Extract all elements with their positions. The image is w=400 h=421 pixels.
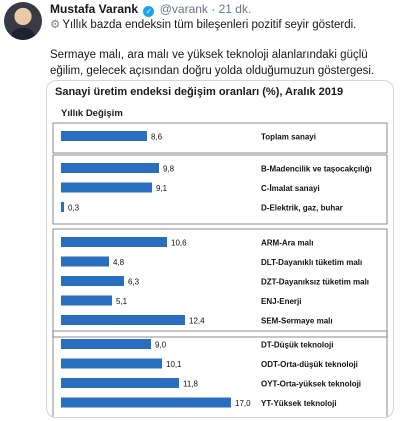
bar: [61, 295, 112, 306]
gear-icon: ⚙: [50, 19, 61, 31]
category-label: DT-Düşük teknoloji: [261, 341, 333, 350]
category-label: DLT-Dayanıklı tüketim malı: [261, 258, 362, 267]
bar-value-label: 8,6: [151, 133, 163, 142]
avatar[interactable]: [4, 2, 42, 40]
category-label: YT-Yüksek teknoloji: [261, 399, 337, 408]
bar: [61, 163, 159, 173]
bar-value-label: 9,8: [163, 165, 175, 174]
category-label: C-İmalat sanayi: [261, 184, 320, 193]
group-frame: [52, 154, 388, 225]
bar-value-label: 11,8: [183, 380, 199, 389]
bar: [61, 378, 179, 388]
bar: [61, 256, 109, 267]
category-label: B-Madencilik ve taşocakçılığı: [261, 165, 372, 174]
bar-chart: 8,6 Toplam sanayi 9,8 B-Madencilik ve taşoc…: [52, 122, 388, 417]
author-name[interactable]: Mustafa Varank: [50, 2, 139, 16]
category-label: ARM-Ara malı: [261, 239, 313, 248]
tweet-line-1-text: Yıllık bazda endeksin tüm bileşenleri po…: [62, 19, 357, 31]
category-label: DZT-Dayanıksız tüketim malı: [261, 278, 369, 287]
author-handle[interactable]: @varank: [159, 2, 208, 16]
chart-ylabel: Yıllık Değişim: [61, 108, 123, 119]
tweet-time[interactable]: 21 dk.: [218, 2, 252, 16]
bar: [61, 202, 64, 212]
category-label: OYT-Orta-yüksek teknoloji: [261, 380, 361, 389]
tweet-header: Mustafa Varank ✓ @varank · 21 dk.: [50, 2, 251, 17]
bar-value-label: 10,1: [166, 360, 182, 369]
bar-value-label: 12,4: [189, 317, 205, 326]
bar: [61, 131, 147, 141]
bar-value-label: 4,8: [113, 258, 125, 267]
bar: [61, 339, 151, 349]
group-frame: [52, 122, 388, 154]
tweet-text: ⚙ Yıllık bazda endeksin tüm bileşenleri p…: [50, 17, 392, 79]
separator-dot: ·: [211, 2, 216, 16]
verified-icon: ✓: [143, 6, 155, 17]
bar: [61, 358, 162, 369]
category-label: ODT-Orta-düşük teknoloji: [261, 360, 358, 369]
tweet-line-2: Sermaye malı, ara malı ve yüksek teknolo…: [50, 49, 375, 77]
bar: [61, 315, 185, 325]
category-label: ENJ-Enerji: [261, 297, 301, 306]
bar: [61, 182, 152, 193]
bar-value-label: 10,6: [171, 239, 187, 248]
group-frame: [52, 330, 388, 417]
chart-image[interactable]: Sanayi üretim endeksi değişim oranları (…: [46, 80, 394, 418]
bar-value-label: 9,1: [156, 184, 168, 193]
bar-value-label: 17,0: [235, 399, 251, 408]
bar-value-label: 6,3: [128, 278, 140, 287]
group-frame: [52, 228, 388, 338]
bar: [61, 237, 167, 247]
bar-value-label: 0,3: [68, 204, 80, 213]
bar: [61, 276, 124, 286]
category-label: Toplam sanayi: [261, 133, 316, 142]
tweet-line-1: ⚙ Yıllık bazda endeksin tüm bileşenleri p…: [50, 17, 392, 33]
bar: [61, 397, 231, 408]
bar-value-label: 5,1: [116, 297, 128, 306]
chart-title: Sanayi üretim endeksi değişim oranları (…: [55, 86, 344, 98]
category-label: SEM-Sermaye malı: [261, 317, 333, 326]
bar-value-label: 9,0: [155, 341, 167, 350]
category-label: D-Elektrik, gaz, buhar: [261, 204, 343, 213]
